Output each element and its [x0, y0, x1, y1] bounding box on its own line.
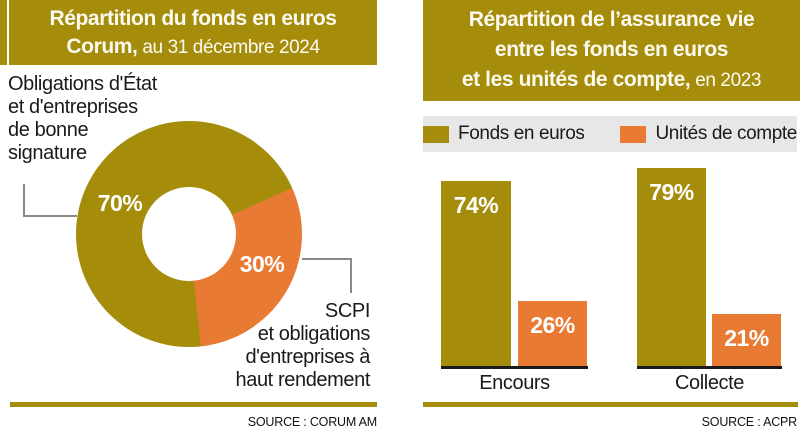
- donut-chart: [76, 121, 302, 347]
- baseline-collecte: [637, 366, 782, 369]
- right-title-bold: et les unités de compte,: [461, 68, 691, 91]
- left-title-line2: Corum, au 31 décembre 2024: [9, 33, 377, 62]
- right-title-line3: et les unités de compte, en 2023: [423, 65, 800, 96]
- bar-value-label: 26%: [530, 312, 575, 338]
- legend: Fonds en euros Unités de compte: [423, 116, 797, 152]
- left-title-line1: Répartition du fonds en euros: [49, 7, 337, 30]
- callout-line: d'entreprises à: [245, 346, 370, 368]
- legend-swatch-olive: [423, 125, 450, 143]
- donut-hole: [142, 187, 236, 281]
- source-label-acpr: SOURCE : ACPR: [701, 415, 798, 429]
- bar-value-label: 79%: [649, 179, 694, 205]
- baseline-encours: [441, 366, 588, 369]
- donut-label-olive-segment: Obligations d'État et d'entreprises de b…: [8, 73, 157, 165]
- bar-collecte-unites-de-compte: 21%: [712, 314, 781, 367]
- legend-swatch-orange: [620, 125, 647, 143]
- callout-line: et obligations: [257, 323, 371, 345]
- legend-label: Fonds en euros: [458, 123, 585, 144]
- category-label-collecte: Collecte: [674, 372, 745, 394]
- left-title-bold: Corum,: [66, 35, 138, 58]
- left-panel-title: Répartition du fonds en euros Corum, au …: [9, 0, 377, 65]
- callout-line: et d'entreprises: [8, 96, 138, 118]
- right-title-line2: entre les fonds en euros: [494, 38, 729, 61]
- donut-value-label-orange: 30%: [239, 251, 285, 277]
- divider-rule-right: [423, 402, 798, 407]
- callout-line: SCPI: [324, 300, 370, 322]
- divider-rule-left: [10, 402, 377, 407]
- donut-label-orange-segment: SCPI et obligations d'entreprises à haut…: [210, 300, 371, 392]
- right-panel-title: Répartition de l’assurance vie entre les…: [423, 0, 800, 101]
- right-title-year: en 2023: [690, 70, 762, 91]
- bar-value-label: 74%: [453, 192, 499, 218]
- legend-item-unites-de-compte: Unités de compte: [620, 123, 797, 145]
- callout-line: signature: [8, 142, 87, 164]
- callout-connector-line: [23, 184, 77, 217]
- callout-line: de bonne: [8, 119, 89, 141]
- bar-encours-unites-de-compte: 26%: [518, 301, 587, 367]
- callout-connector-line: [302, 258, 352, 293]
- left-edge-accent: [0, 0, 7, 65]
- right-title-line1: Répartition de l’assurance vie: [468, 8, 755, 31]
- source-label-corum: SOURCE : CORUM AM: [247, 415, 377, 429]
- bar-value-label: 21%: [724, 325, 769, 351]
- bar-encours-fonds-en-euros: 74%: [441, 181, 511, 367]
- left-title-date: au 31 décembre 2024: [137, 37, 320, 58]
- bar-collecte-fonds-en-euros: 79%: [637, 168, 706, 367]
- category-label-encours: Encours: [479, 372, 550, 394]
- legend-item-fonds-en-euros: Fonds en euros: [423, 123, 585, 145]
- callout-line: Obligations d'État: [8, 73, 157, 95]
- donut-value-label-olive: 70%: [97, 190, 143, 216]
- callout-line: haut rendement: [235, 369, 371, 391]
- legend-label: Unités de compte: [655, 123, 797, 144]
